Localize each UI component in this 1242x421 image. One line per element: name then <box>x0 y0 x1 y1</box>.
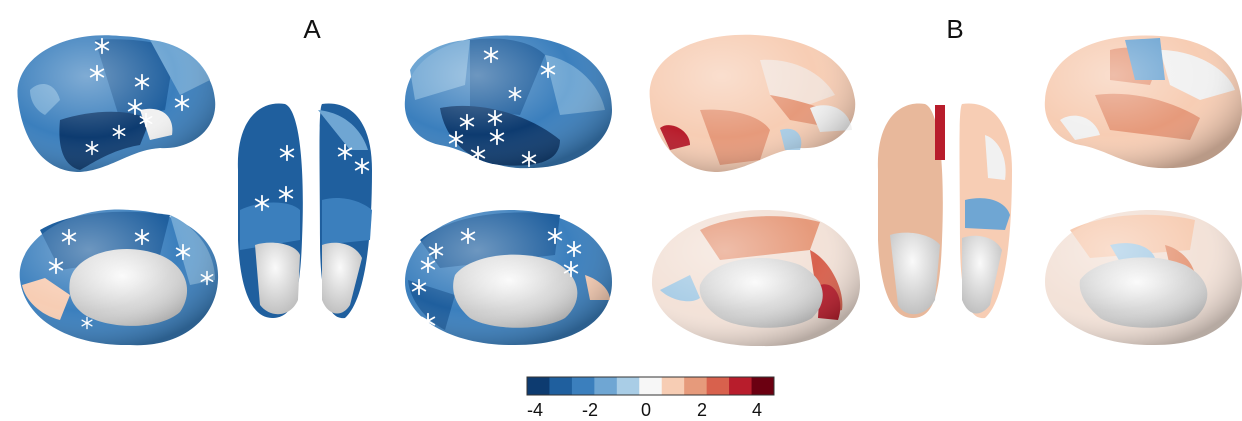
colorbar-tick-label: -4 <box>527 400 543 420</box>
brain-b-right-medial <box>1045 210 1242 346</box>
panel-label-b: B <box>946 14 963 44</box>
panel-a: A <box>17 14 612 346</box>
colorbar-swatch <box>571 377 595 395</box>
brain-a-right-medial <box>405 210 612 346</box>
colorbar-swatch <box>729 377 753 395</box>
colorbar-swatch <box>616 377 640 395</box>
colorbar-swatch <box>684 377 708 395</box>
colorbar-tick-label: 4 <box>752 400 762 420</box>
colorbar-swatch <box>639 377 663 395</box>
brain-b-left-lateral <box>649 34 856 172</box>
colorbar-swatch <box>751 377 775 395</box>
colorbar-tick-label: 0 <box>641 400 651 420</box>
colorbar-swatch <box>706 377 730 395</box>
colorbar-swatch <box>594 377 618 395</box>
brain-b-dorsal <box>877 103 1012 319</box>
brain-a-left-medial <box>19 209 219 346</box>
colorbar-swatch <box>549 377 573 395</box>
brain-b-left-medial <box>651 210 860 347</box>
brain-a-left-lateral <box>17 35 216 173</box>
colorbar-tick-label: 2 <box>697 400 707 420</box>
colorbar-swatch <box>661 377 685 395</box>
panel-b: B <box>649 14 1242 347</box>
colorbar-swatch <box>527 377 550 395</box>
colorbar-frame <box>526 376 775 396</box>
brain-b-right-lateral <box>1044 35 1242 169</box>
brain-a-dorsal <box>237 103 372 319</box>
colorbar-swatches <box>527 377 775 395</box>
panel-label-a: A <box>303 14 321 44</box>
colorbar-tick-label: -2 <box>582 400 598 420</box>
brain-a-right-lateral <box>404 35 612 169</box>
colorbar: -4 -2 0 2 4 <box>526 376 775 420</box>
